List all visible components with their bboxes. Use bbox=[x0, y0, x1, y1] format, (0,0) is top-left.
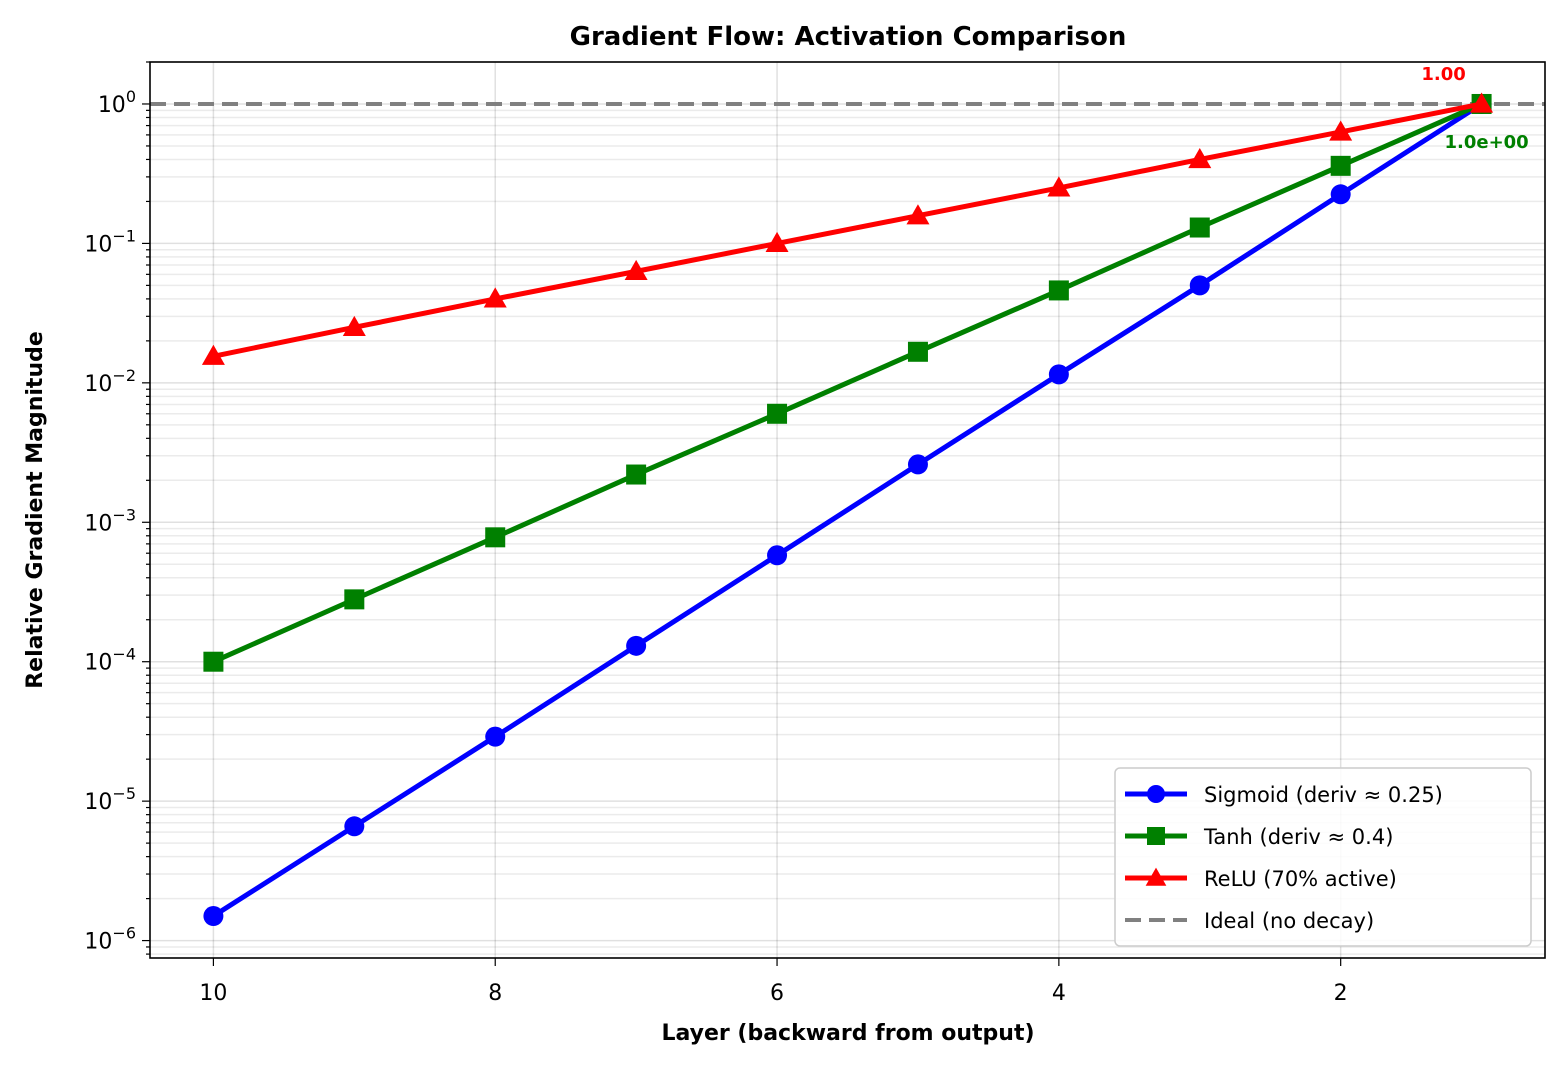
data-point bbox=[342, 315, 366, 336]
data-point bbox=[344, 589, 365, 610]
series-triangle bbox=[201, 92, 1494, 365]
data-point bbox=[1048, 364, 1069, 385]
data-point bbox=[1330, 184, 1351, 205]
data-point bbox=[1329, 120, 1353, 141]
legend-label: ReLU (70% active) bbox=[1204, 867, 1397, 891]
data-point bbox=[344, 816, 365, 837]
y-tick-base: 10 bbox=[84, 232, 112, 257]
data-point bbox=[765, 231, 789, 253]
y-tick-base: 10 bbox=[84, 930, 112, 955]
y-tick-label: 10−4 bbox=[84, 645, 136, 676]
x-axis-title: Layer (backward from output) bbox=[661, 1021, 1034, 1046]
x-tick-label: 8 bbox=[488, 981, 502, 1006]
series-line bbox=[212, 101, 1483, 664]
x-tick-label: 4 bbox=[1052, 981, 1066, 1006]
x-tick-label: 10 bbox=[199, 981, 227, 1006]
legend-marker bbox=[1147, 827, 1165, 845]
data-point bbox=[624, 259, 648, 281]
y-tick-label: 10−2 bbox=[84, 366, 136, 397]
y-tick-exponent: −1 bbox=[112, 226, 136, 245]
relu-final-annotation: 1.00 bbox=[1421, 64, 1465, 85]
y-tick-exponent: −5 bbox=[112, 784, 136, 803]
data-point bbox=[1047, 176, 1071, 197]
tanh-final-annotation: 1.0e+00 bbox=[1444, 132, 1528, 153]
legend-label: Tanh (deriv ≈ 0.4) bbox=[1203, 825, 1393, 849]
y-tick-base: 10 bbox=[84, 790, 112, 815]
legend-label: Sigmoid (deriv ≈ 0.25) bbox=[1204, 783, 1443, 807]
y-tick-label: 10−6 bbox=[84, 924, 136, 955]
x-tick-label: 2 bbox=[1334, 981, 1348, 1006]
series-layer bbox=[201, 92, 1494, 927]
series-line bbox=[212, 101, 1483, 359]
legend-entry: ReLU (70% active) bbox=[1125, 867, 1397, 891]
y-tick-exponent: −6 bbox=[112, 924, 136, 943]
x-tick-label: 6 bbox=[770, 981, 784, 1006]
data-point bbox=[1330, 155, 1351, 176]
y-tick-base: 10 bbox=[84, 511, 112, 536]
legend-entry: Sigmoid (deriv ≈ 0.25) bbox=[1125, 783, 1443, 807]
y-tick-exponent: 0 bbox=[126, 87, 136, 106]
data-point bbox=[1188, 147, 1212, 169]
y-tick-exponent: −4 bbox=[112, 645, 136, 664]
series-line bbox=[212, 101, 1483, 919]
data-point bbox=[483, 287, 507, 308]
y-tick-base: 10 bbox=[84, 372, 112, 397]
y-tick-label: 10−5 bbox=[84, 784, 136, 815]
annotation-layer: 1.00 1.0e+00 bbox=[1421, 64, 1528, 153]
data-point bbox=[1048, 280, 1069, 301]
data-point bbox=[203, 906, 224, 927]
y-tick-exponent: −2 bbox=[112, 366, 136, 385]
data-point bbox=[767, 545, 788, 566]
data-point bbox=[203, 651, 224, 672]
y-tick-label: 100 bbox=[98, 87, 136, 118]
data-point bbox=[767, 403, 788, 424]
y-tick-base: 10 bbox=[98, 93, 126, 118]
legend-label: Ideal (no decay) bbox=[1204, 909, 1374, 933]
y-tick-base: 10 bbox=[84, 651, 112, 676]
data-point bbox=[626, 464, 647, 485]
chart-title: Gradient Flow: Activation Comparison bbox=[570, 22, 1127, 52]
data-point bbox=[626, 635, 647, 656]
y-tick-label: 10−3 bbox=[84, 505, 136, 536]
legend-marker bbox=[1145, 867, 1167, 886]
legend-box bbox=[1114, 767, 1532, 947]
plot-frame bbox=[149, 61, 1546, 959]
data-point bbox=[485, 527, 506, 548]
data-point bbox=[906, 204, 930, 225]
data-point bbox=[1189, 275, 1210, 296]
legend-entry: Tanh (deriv ≈ 0.4) bbox=[1125, 825, 1393, 849]
data-point bbox=[1189, 217, 1210, 238]
y-axis-title: Relative Gradient Magnitude bbox=[23, 331, 48, 689]
data-point bbox=[485, 726, 506, 747]
data-point bbox=[201, 344, 225, 365]
y-tick-label: 10−1 bbox=[84, 226, 136, 257]
data-point bbox=[907, 341, 928, 362]
legend-entry: Ideal (no decay) bbox=[1125, 909, 1374, 933]
legend: Sigmoid (deriv ≈ 0.25) Tanh (deriv ≈ 0.4)… bbox=[1114, 767, 1532, 947]
legend-marker bbox=[1147, 785, 1165, 803]
data-point bbox=[907, 454, 928, 475]
y-tick-exponent: −3 bbox=[112, 505, 136, 524]
data-point bbox=[1470, 92, 1494, 113]
